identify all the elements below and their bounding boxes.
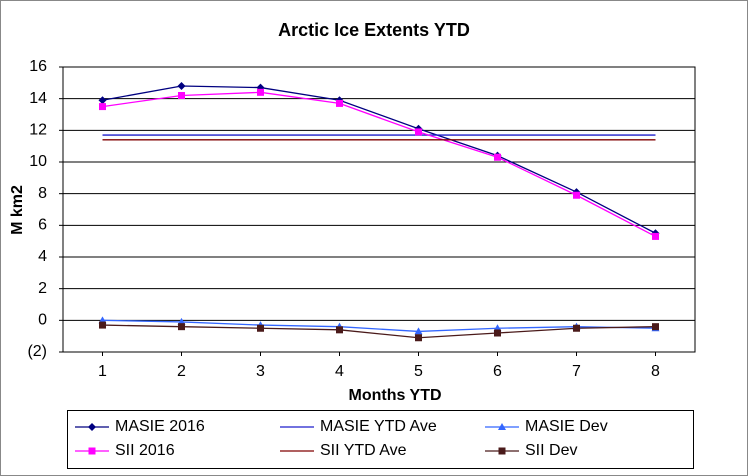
y-tick-label: 6 <box>38 217 47 234</box>
x-tick-label: 6 <box>493 363 502 380</box>
y-tick-label: (2) <box>27 343 47 360</box>
x-tick-label: 4 <box>335 363 344 380</box>
y-tick-label: 0 <box>38 312 47 329</box>
legend-label: MASIE YTD Ave <box>320 418 437 435</box>
point-marker <box>652 323 659 331</box>
series-line <box>102 324 656 339</box>
legend-marker <box>498 423 506 430</box>
series-line <box>102 91 656 237</box>
legend-label: SII Dev <box>525 442 577 459</box>
y-tick-label: 10 <box>29 153 47 170</box>
legend-label: SII YTD Ave <box>320 442 407 459</box>
legend-label: MASIE 2016 <box>115 418 205 435</box>
point-marker <box>178 92 185 99</box>
point-marker <box>257 324 264 332</box>
point-marker <box>415 128 422 136</box>
y-tick-label: 14 <box>29 90 47 107</box>
plot-area <box>62 66 696 353</box>
y-tick-label: 12 <box>29 122 47 139</box>
y-tick-label: 16 <box>29 58 47 75</box>
point-marker <box>573 191 580 199</box>
point-marker <box>178 323 185 331</box>
x-tick-label: 7 <box>572 363 581 380</box>
x-tick-label: 8 <box>651 363 660 380</box>
point-marker <box>99 103 106 111</box>
y-tick-label: 8 <box>38 185 47 202</box>
legend-marker <box>88 447 96 455</box>
point-marker <box>415 334 422 342</box>
legend-marker <box>88 423 96 431</box>
x-tick-label: 2 <box>177 363 186 380</box>
x-tick-label: 3 <box>256 363 265 380</box>
x-axis-label: Months YTD <box>348 387 441 404</box>
series-line <box>102 85 656 234</box>
point-marker <box>652 232 659 240</box>
chart-title: Arctic Ice Extents YTD <box>278 20 470 40</box>
x-tick-label: 5 <box>414 363 423 380</box>
point-marker <box>257 88 264 96</box>
legend-marker <box>498 447 506 455</box>
point-marker <box>494 153 501 161</box>
point-marker <box>573 324 580 332</box>
series-line <box>102 319 656 333</box>
point-marker <box>414 327 423 335</box>
y-tick-label: 2 <box>38 280 47 297</box>
point-marker <box>98 96 107 105</box>
x-tick-label: 1 <box>98 363 107 380</box>
point-marker <box>99 321 106 329</box>
point-marker <box>177 82 186 90</box>
y-tick-label: 4 <box>38 248 47 265</box>
point-marker <box>494 329 501 337</box>
legend-label: SII 2016 <box>115 442 175 459</box>
y-axis-label: M km2 <box>9 185 26 235</box>
legend-label: MASIE Dev <box>525 418 608 435</box>
legend-box <box>67 410 694 469</box>
point-marker <box>336 99 343 107</box>
point-marker <box>336 326 343 334</box>
